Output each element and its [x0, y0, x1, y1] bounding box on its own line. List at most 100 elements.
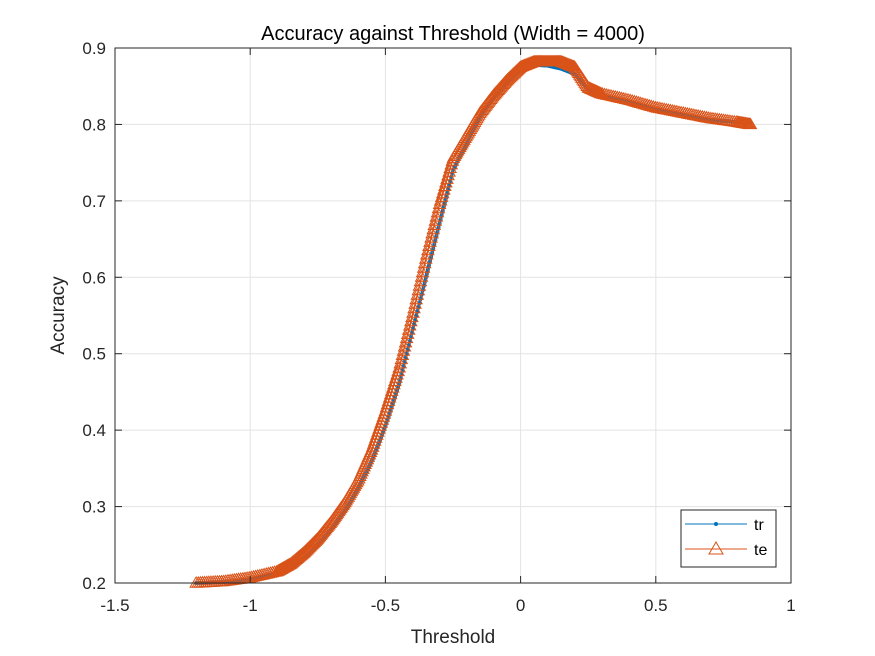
point-marker-te	[399, 331, 414, 344]
point-marker-te	[402, 318, 417, 331]
point-marker-te	[411, 283, 426, 296]
point-marker-te	[391, 364, 406, 377]
x-tick-label: 1	[786, 596, 795, 615]
x-tick-label: 0	[516, 596, 525, 615]
point-marker-te	[396, 344, 411, 356]
point-marker-te	[416, 261, 431, 273]
point-marker-te	[408, 297, 423, 309]
x-tick-label: 0.5	[644, 596, 668, 615]
point-marker-te	[435, 186, 450, 199]
point-marker-te	[368, 431, 383, 443]
point-marker-te	[438, 179, 452, 192]
y-tick-label: 0.5	[82, 345, 106, 364]
point-marker-te	[434, 190, 449, 202]
point-marker-te	[412, 279, 427, 291]
legend-label-tr: tr	[754, 517, 764, 534]
point-marker-te	[393, 356, 408, 369]
point-marker-te	[428, 214, 443, 226]
point-marker-te	[373, 419, 387, 431]
point-marker-te	[442, 164, 457, 177]
point-marker-te	[629, 95, 644, 107]
point-marker-te	[372, 422, 386, 434]
point-marker-te	[379, 400, 394, 413]
point-marker-te	[370, 428, 384, 440]
point-marker-te	[427, 218, 442, 231]
point-marker-te	[404, 314, 418, 327]
point-marker-te	[640, 98, 654, 110]
y-tick-label: 0.6	[82, 268, 106, 287]
x-axis-title: Threshold	[411, 627, 496, 648]
point-marker-te	[443, 161, 458, 174]
point-marker-te	[400, 327, 415, 339]
point-marker-te	[401, 323, 416, 335]
point-marker-te	[646, 99, 661, 112]
y-tick-label: 0.7	[82, 192, 106, 211]
y-tick-label: 0.4	[82, 421, 106, 440]
point-marker-te	[376, 410, 391, 422]
y-axis-title: Accuracy	[48, 276, 69, 355]
series-te	[189, 54, 758, 588]
point-marker-te	[642, 98, 657, 111]
legend-marker-te	[708, 541, 724, 555]
legend-marker-tr	[714, 522, 718, 526]
point-marker-te	[364, 442, 379, 455]
point-marker-te	[426, 222, 441, 235]
point-marker-te	[423, 235, 437, 247]
point-marker-te	[407, 301, 421, 314]
x-tick-label: -1	[243, 596, 258, 615]
point-marker-te	[414, 270, 429, 282]
point-marker-te	[431, 201, 446, 214]
point-marker-te	[627, 94, 642, 107]
point-marker-te	[381, 394, 396, 406]
point-marker-te	[415, 265, 430, 278]
y-tick-label: 0.9	[82, 39, 106, 58]
point-marker-te	[625, 93, 640, 106]
x-tick-label: -1.5	[100, 596, 129, 615]
point-marker-te	[743, 117, 758, 130]
point-marker-te	[633, 96, 648, 109]
point-marker-te	[635, 96, 650, 109]
point-marker-te	[377, 407, 392, 419]
point-marker-te	[397, 339, 412, 352]
point-marker-te	[409, 292, 424, 305]
point-marker-te	[380, 397, 395, 410]
point-marker-te	[383, 387, 398, 400]
point-marker-te	[390, 367, 404, 380]
point-marker-te	[621, 92, 635, 105]
point-marker-te	[367, 434, 382, 446]
y-tick-label: 0.8	[82, 115, 106, 134]
axis-ticks: -1.5 -1 -0.5 0 0.5 1 0.2 0.3 0.4 0.5 0.6 0.7 0.8 0.9	[82, 39, 795, 615]
point-marker-te	[410, 288, 425, 300]
point-marker-te	[421, 243, 435, 256]
point-marker-te	[433, 193, 448, 206]
point-marker-te	[366, 437, 381, 449]
point-marker-te	[419, 247, 434, 260]
point-marker-te	[371, 425, 385, 437]
point-marker-te	[406, 306, 420, 318]
point-marker-te	[394, 352, 409, 365]
point-marker-te	[385, 380, 400, 393]
point-marker-te	[623, 93, 637, 106]
point-marker-te	[424, 230, 438, 243]
point-marker-te	[405, 310, 419, 323]
point-marker-te	[436, 182, 451, 195]
point-marker-te	[444, 157, 459, 170]
point-marker-te	[430, 205, 445, 218]
point-marker-te	[413, 274, 428, 287]
legend-box	[680, 509, 777, 568]
point-marker-te	[382, 390, 397, 403]
legend: tr te	[680, 509, 777, 568]
y-tick-label: 0.2	[82, 574, 106, 593]
point-marker-te	[389, 371, 403, 383]
point-marker-te	[418, 252, 433, 264]
point-marker-te	[378, 404, 393, 416]
y-tick-label: 0.3	[82, 498, 106, 517]
x-tick-label: -0.5	[371, 596, 400, 615]
point-marker-te	[374, 416, 389, 428]
legend-label-te: te	[754, 542, 767, 559]
point-marker-te	[375, 413, 390, 425]
point-marker-te	[638, 97, 652, 110]
point-marker-te	[422, 239, 436, 252]
point-marker-te	[388, 374, 402, 387]
